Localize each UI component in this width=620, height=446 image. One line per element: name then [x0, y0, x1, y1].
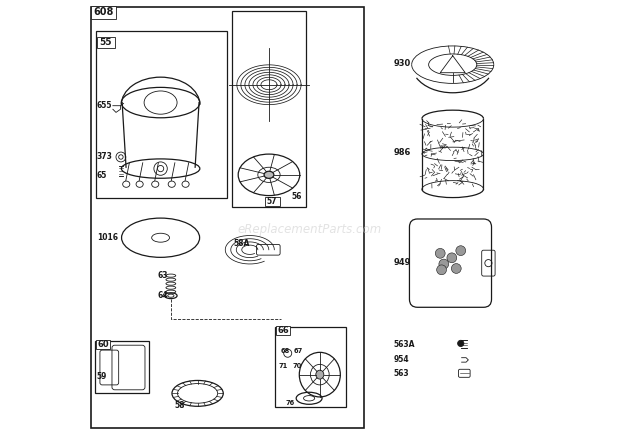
Text: 57: 57: [267, 197, 277, 206]
Bar: [275, 327, 346, 407]
Text: 58A: 58A: [233, 239, 250, 248]
Circle shape: [436, 265, 446, 275]
Text: 63: 63: [157, 271, 168, 280]
Bar: [92, 7, 363, 428]
Text: 56: 56: [291, 192, 302, 201]
Text: 60: 60: [97, 340, 109, 349]
Circle shape: [456, 246, 466, 256]
Text: 68: 68: [281, 348, 290, 355]
Bar: [95, 341, 149, 393]
Bar: [97, 37, 115, 48]
Text: 986: 986: [394, 148, 411, 157]
Text: 76: 76: [285, 400, 294, 406]
Bar: [276, 326, 290, 335]
Ellipse shape: [316, 370, 324, 379]
Text: 70: 70: [292, 363, 301, 369]
Text: 954: 954: [394, 355, 409, 364]
Ellipse shape: [264, 171, 274, 178]
Text: 373: 373: [97, 153, 113, 161]
Text: 563A: 563A: [394, 340, 415, 349]
Text: 55: 55: [99, 38, 112, 47]
Bar: [96, 31, 228, 198]
Text: 71: 71: [279, 363, 288, 369]
Bar: [265, 197, 280, 206]
Text: 67: 67: [293, 348, 303, 355]
Text: 65: 65: [97, 171, 107, 180]
Circle shape: [435, 248, 445, 258]
Circle shape: [458, 340, 464, 347]
Text: 58: 58: [174, 401, 185, 410]
Text: 655: 655: [97, 101, 112, 110]
Bar: [96, 340, 110, 349]
Text: 930: 930: [394, 59, 411, 68]
Text: 949: 949: [394, 258, 411, 267]
Bar: [92, 6, 116, 19]
Circle shape: [451, 264, 461, 273]
Text: eReplacementParts.com: eReplacementParts.com: [238, 223, 382, 236]
Text: 66: 66: [277, 326, 289, 335]
Text: 1016: 1016: [97, 233, 118, 242]
Text: 59: 59: [97, 372, 107, 381]
Bar: [232, 11, 306, 207]
Text: 563: 563: [394, 369, 409, 378]
Text: 608: 608: [94, 8, 113, 17]
Circle shape: [447, 253, 457, 263]
Circle shape: [439, 259, 449, 269]
Text: 64: 64: [157, 291, 168, 300]
